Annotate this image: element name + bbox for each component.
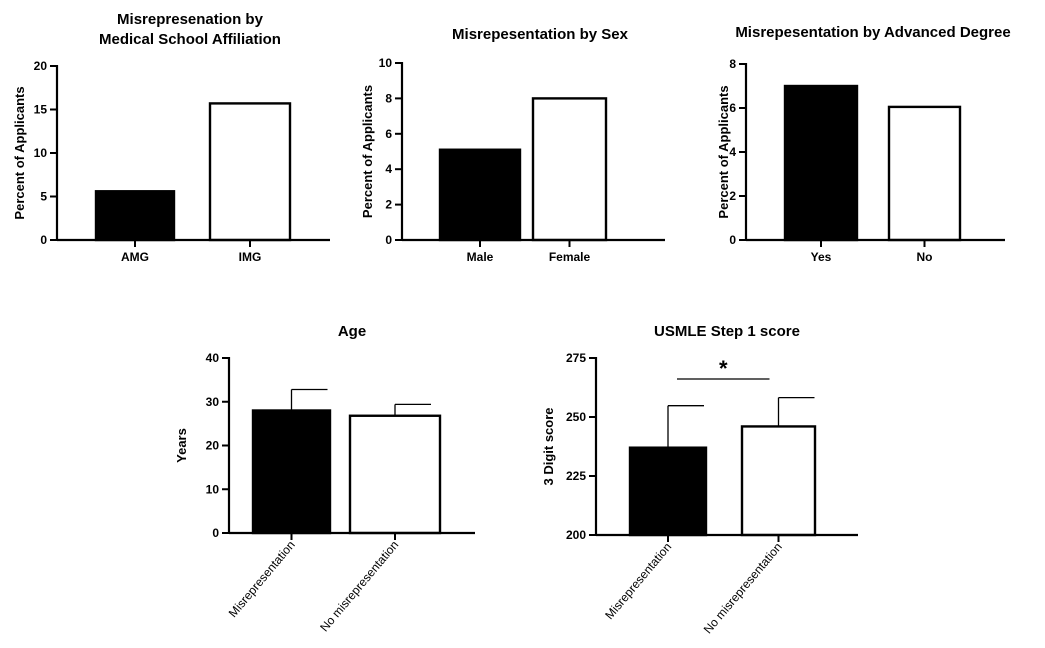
bar-no-misrepresentation	[348, 414, 442, 535]
y-tick-label: 6	[385, 127, 392, 141]
chart-panel-4: Age Years 0 10 20 30 40 Misrepresentation No mis…	[174, 323, 475, 634]
y-tick-label: 200	[566, 528, 586, 542]
bar-img	[208, 102, 292, 242]
y-tick-label: 10	[379, 56, 393, 70]
y-tick-label: 250	[566, 410, 586, 424]
chart-panel-1: Misrepresenation by Medical School Affili…	[12, 11, 330, 264]
x-category-label: No misrepresentation	[701, 540, 785, 636]
bar-amg	[94, 190, 176, 242]
y-axis-label: Percent of Applicants	[716, 85, 731, 218]
y-tick-label: 30	[206, 395, 220, 409]
x-category-label: Male	[467, 250, 494, 264]
y-tick-label: 225	[566, 469, 586, 483]
chart-title: Misrepesentation by Advanced Degree	[735, 24, 1010, 41]
y-tick-label: 8	[385, 91, 392, 105]
y-tick-label: 0	[40, 233, 47, 247]
y-axis-label: Years	[174, 428, 189, 463]
x-category-label: Female	[549, 250, 591, 264]
chart-title: Medical School Affiliation	[99, 31, 281, 48]
y-tick-label: 20	[34, 59, 48, 73]
bar-no	[887, 105, 962, 242]
x-category-label: No	[917, 250, 933, 264]
bar-female	[531, 97, 608, 242]
chart-panel-2: Misrepesentation by Sex Percent of Applic…	[360, 26, 665, 264]
chart-title: Misrepesentation by Sex	[452, 26, 629, 43]
x-category-label: Yes	[811, 250, 832, 264]
y-axis-label: 3 Digit score	[541, 407, 556, 485]
y-tick-label: 4	[729, 145, 736, 159]
y-tick-label: 4	[385, 162, 392, 176]
chart-title: USMLE Step 1 score	[654, 323, 800, 340]
chart-panel-3: Misrepesentation by Advanced Degree Perce…	[716, 24, 1011, 264]
x-category-label: IMG	[239, 250, 262, 264]
y-tick-label: 2	[729, 189, 736, 203]
chart-panel-5: USMLE Step 1 score 3 Digit score 200 225 250…	[541, 323, 858, 636]
x-category-label: Misrepresentation	[602, 540, 674, 622]
y-tick-label: 0	[729, 233, 736, 247]
y-tick-label: 8	[729, 57, 736, 71]
y-tick-label: 20	[206, 439, 220, 453]
y-tick-label: 15	[34, 103, 48, 117]
bar-no-misrepresentation	[740, 425, 817, 537]
chart-title: Age	[338, 323, 366, 340]
bar-misrepresentation	[251, 409, 332, 535]
y-tick-label: 10	[34, 146, 48, 160]
y-tick-label: 5	[40, 190, 47, 204]
bar-male	[438, 148, 522, 242]
significance-marker: *	[719, 356, 728, 381]
bar-misrepresentation	[628, 446, 708, 537]
y-tick-label: 6	[729, 101, 736, 115]
x-category-label: AMG	[121, 250, 149, 264]
x-category-label: No misrepresentation	[317, 538, 401, 634]
y-tick-label: 40	[206, 351, 220, 365]
y-axis-label: Percent of Applicants	[12, 86, 27, 219]
y-axis-label: Percent of Applicants	[360, 85, 375, 218]
y-tick-label: 275	[566, 351, 586, 365]
y-tick-label: 10	[206, 482, 220, 496]
chart-title: Misrepresenation by	[117, 11, 264, 28]
y-tick-label: 2	[385, 198, 392, 212]
x-category-label: Misrepresentation	[226, 538, 298, 620]
y-tick-label: 0	[212, 526, 219, 540]
y-tick-label: 0	[385, 233, 392, 247]
bar-yes	[783, 84, 859, 242]
